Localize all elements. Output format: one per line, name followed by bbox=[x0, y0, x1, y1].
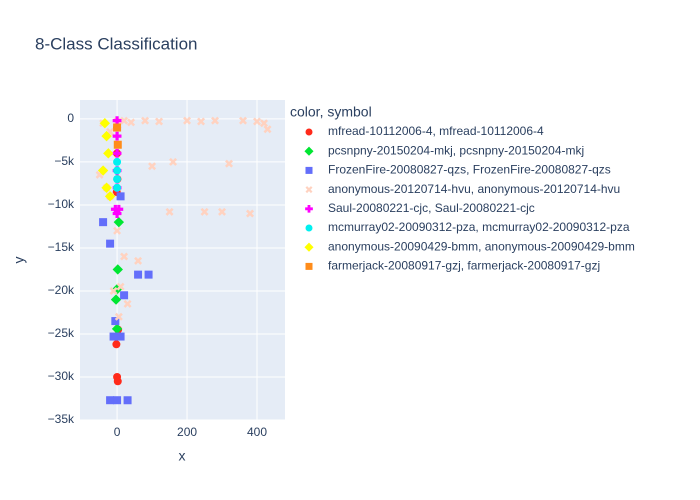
series bbox=[113, 123, 122, 149]
point bbox=[113, 396, 122, 405]
series bbox=[97, 118, 116, 202]
point bbox=[112, 264, 123, 275]
legend-marker bbox=[305, 262, 313, 270]
point bbox=[148, 162, 157, 171]
legend-marker bbox=[304, 146, 314, 156]
legend-title: color, symbol bbox=[290, 104, 372, 120]
point bbox=[109, 332, 118, 341]
legend-label: Saul-20080221-cjc, Saul-20080221-cjc bbox=[328, 201, 535, 215]
point bbox=[123, 396, 132, 405]
point bbox=[200, 207, 209, 216]
point bbox=[239, 116, 248, 125]
point bbox=[116, 192, 125, 201]
legend-marker bbox=[305, 128, 313, 136]
point bbox=[110, 294, 122, 305]
point bbox=[101, 130, 112, 142]
point bbox=[112, 116, 122, 126]
x-tick-label: 200 bbox=[177, 425, 197, 439]
point bbox=[120, 291, 129, 300]
series bbox=[95, 116, 272, 321]
point bbox=[99, 218, 108, 227]
point bbox=[109, 286, 118, 295]
y-tick-label: −35k bbox=[48, 412, 75, 426]
y-tick-label: 0 bbox=[67, 111, 74, 125]
point bbox=[104, 191, 116, 202]
point bbox=[183, 116, 192, 125]
y-tick-label: −20k bbox=[48, 283, 75, 297]
y-tick-label: −30k bbox=[48, 369, 75, 383]
point bbox=[114, 312, 123, 321]
legend-marker bbox=[305, 186, 313, 194]
point bbox=[112, 148, 122, 158]
point bbox=[165, 207, 174, 216]
legend-label: anonymous-20090429-bmm, anonymous-200904… bbox=[328, 239, 635, 253]
series bbox=[113, 157, 122, 192]
point bbox=[113, 226, 122, 235]
x-tick-label: 0 bbox=[114, 425, 121, 439]
point bbox=[134, 270, 143, 279]
point bbox=[113, 123, 122, 132]
point bbox=[113, 183, 122, 192]
point bbox=[97, 165, 109, 176]
point bbox=[112, 340, 121, 349]
legend-label: FrozenFire-20080827-qzs, FrozenFire-2008… bbox=[328, 163, 611, 177]
legend-label: farmerjack-20080917-gzj, farmerjack-2008… bbox=[328, 259, 600, 273]
point bbox=[218, 207, 227, 216]
point bbox=[116, 332, 125, 341]
point bbox=[116, 282, 125, 291]
point bbox=[101, 182, 112, 193]
point bbox=[127, 118, 136, 127]
point bbox=[260, 119, 269, 128]
y-tick-label: −5k bbox=[54, 154, 75, 168]
x-axis-title: x bbox=[179, 448, 186, 464]
legend: mfread-10112006-4, mfread-10112006-4 pcsn… bbox=[304, 124, 635, 273]
legend-label: anonymous-20120714-hvu, anonymous-201207… bbox=[328, 182, 620, 196]
point bbox=[141, 116, 150, 125]
point bbox=[103, 148, 114, 159]
point bbox=[225, 159, 234, 168]
chart-title: 8-Class Classification bbox=[35, 34, 198, 53]
point bbox=[106, 239, 115, 248]
point bbox=[253, 117, 262, 126]
point bbox=[113, 166, 122, 175]
legend-marker bbox=[305, 204, 313, 213]
x-tick-label: 400 bbox=[247, 425, 267, 439]
point bbox=[169, 157, 178, 166]
point bbox=[155, 117, 164, 126]
legend-label: pcsnpny-20150204-mkj, pcsnpny-20150204-m… bbox=[328, 143, 584, 157]
point bbox=[113, 157, 122, 166]
plot-area bbox=[80, 100, 285, 420]
y-tick-label: −15k bbox=[48, 240, 75, 254]
point bbox=[113, 377, 122, 386]
legend-marker bbox=[305, 224, 313, 232]
point bbox=[112, 131, 122, 141]
point bbox=[197, 117, 206, 126]
y-axis-title: y bbox=[11, 257, 27, 264]
legend-label: mfread-10112006-4, mfread-10112006-4 bbox=[328, 124, 544, 138]
point bbox=[113, 216, 125, 228]
point bbox=[113, 175, 122, 184]
point bbox=[112, 209, 122, 218]
y-tick-label: −25k bbox=[48, 326, 75, 340]
point bbox=[114, 204, 124, 214]
series bbox=[99, 192, 153, 405]
marks bbox=[95, 116, 272, 405]
point bbox=[134, 256, 143, 265]
point bbox=[99, 118, 111, 129]
point bbox=[211, 116, 220, 125]
point bbox=[246, 209, 255, 218]
legend-marker bbox=[304, 242, 314, 252]
y-tick-label: −10k bbox=[48, 197, 75, 211]
point bbox=[123, 299, 132, 308]
point bbox=[144, 270, 153, 279]
legend-marker bbox=[305, 166, 313, 174]
point bbox=[120, 252, 129, 261]
point bbox=[106, 396, 115, 405]
point bbox=[263, 125, 272, 134]
legend-label: mcmurray02-20090312-pza, mcmurray02-2009… bbox=[328, 220, 630, 234]
point bbox=[111, 323, 123, 335]
point bbox=[120, 116, 129, 125]
point bbox=[113, 140, 122, 149]
